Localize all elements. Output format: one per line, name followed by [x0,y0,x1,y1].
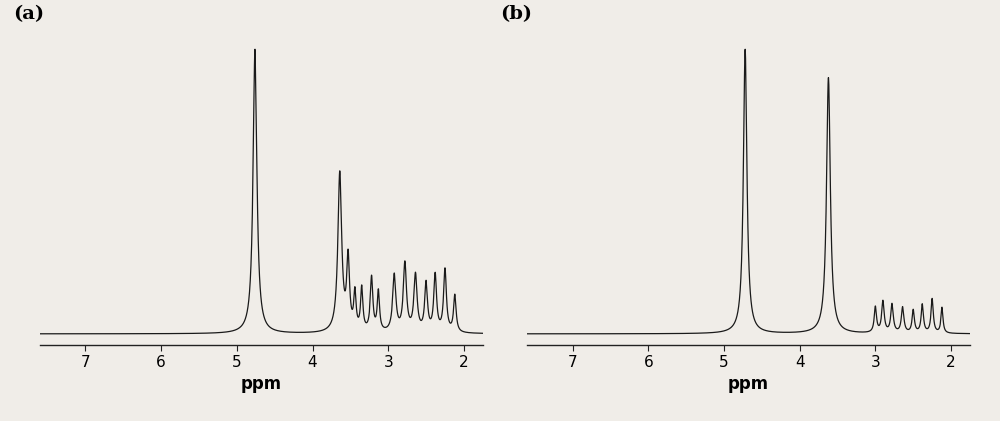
X-axis label: ppm: ppm [241,376,282,394]
Text: (b): (b) [501,5,533,23]
Text: (a): (a) [13,5,45,23]
X-axis label: ppm: ppm [728,376,769,394]
